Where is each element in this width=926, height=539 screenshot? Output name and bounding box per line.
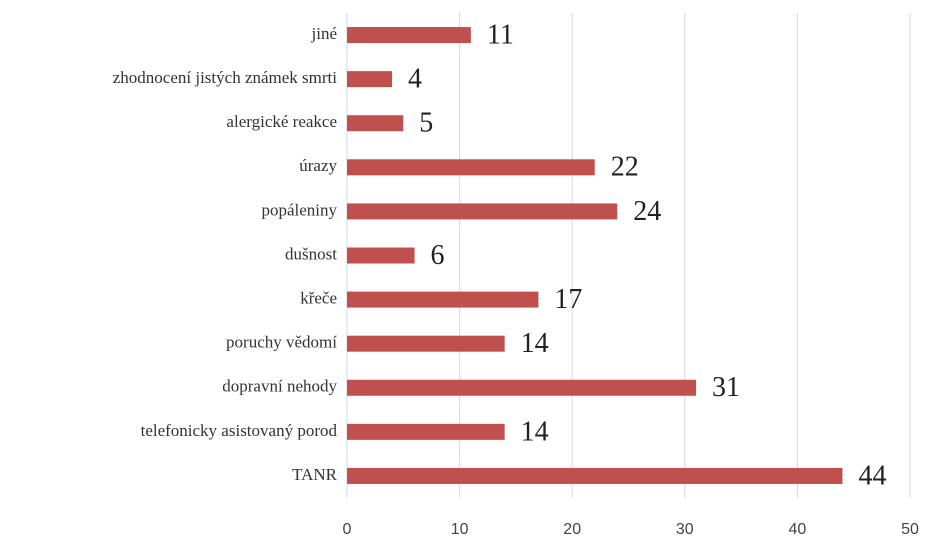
value-label: 6 [431,240,445,271]
value-label: 31 [712,372,740,403]
bar [347,247,415,264]
value-label: 44 [858,460,886,491]
x-tick-label: 50 [901,521,919,538]
bar [347,27,471,44]
x-tick-label: 30 [676,521,694,538]
bar [347,115,404,132]
y-tick-label: alergické reakce [226,112,337,131]
y-tick-label: zhodnocení jistých známek smrti [113,68,338,87]
x-tick-label: 20 [563,521,581,538]
bar [347,203,618,220]
x-tick-label: 0 [343,521,352,538]
value-label: 5 [419,108,433,139]
y-tick-label: úrazy [299,156,337,175]
bar [347,335,505,352]
value-label: 22 [611,152,639,183]
y-tick-label: dopravní nehody [222,377,337,396]
value-label: 24 [633,196,661,227]
value-label: 4 [408,64,422,95]
y-tick-label: křeče [300,288,337,307]
y-tick-label: jiné [311,24,338,43]
value-label: 14 [521,328,549,359]
bar [347,467,843,484]
bar [347,423,505,440]
bar [347,379,697,396]
y-tick-label: TANR [292,465,338,484]
y-tick-label: dušnost [285,244,337,263]
y-tick-label: telefonicky asistovaný porod [141,421,338,440]
bar [347,159,595,176]
value-label: 14 [521,416,549,447]
value-label: 11 [487,19,514,50]
bar [347,71,393,88]
value-label: 17 [554,284,582,315]
y-tick-label: poruchy vědomí [226,333,337,352]
x-tick-label: 40 [789,521,807,538]
x-tick-label: 10 [451,521,469,538]
y-tick-label: popáleniny [261,200,337,219]
bar [347,291,539,308]
